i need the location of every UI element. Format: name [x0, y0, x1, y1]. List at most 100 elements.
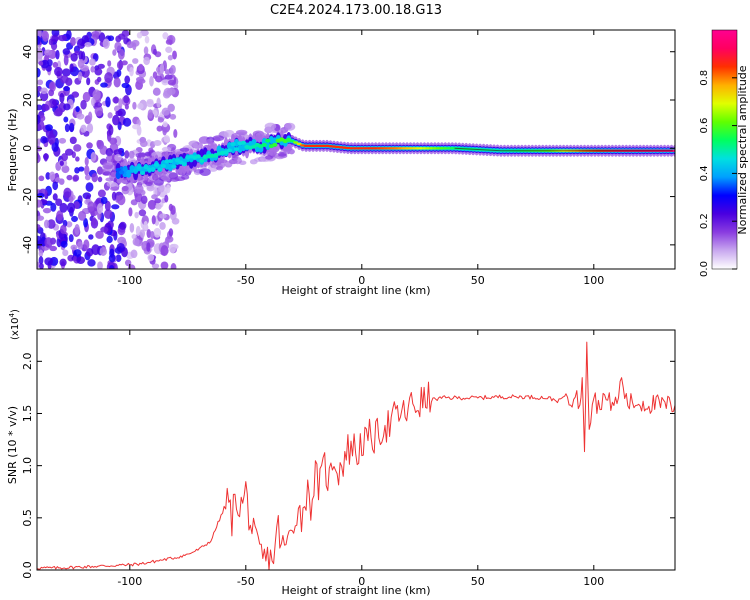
noise-blob — [134, 184, 144, 194]
noise-blob — [43, 49, 53, 56]
y-tick-label: 1.0 — [21, 457, 34, 475]
noise-blob — [104, 200, 111, 212]
noise-blob — [54, 66, 63, 77]
noise-blob — [96, 139, 102, 147]
noise-blob — [70, 36, 77, 46]
noise-blob — [95, 199, 101, 205]
x-tick-label: 100 — [583, 575, 604, 588]
noise-blob — [85, 182, 94, 192]
noise-blob — [140, 195, 148, 205]
noise-blob — [91, 217, 97, 226]
noise-blob — [44, 257, 53, 266]
noise-blob — [84, 165, 90, 176]
noise-blob — [143, 46, 149, 55]
noise-blob — [144, 35, 150, 44]
noise-blob — [38, 60, 44, 66]
noise-blob — [105, 148, 114, 157]
noise-blob — [52, 61, 59, 68]
noise-blob — [123, 95, 130, 104]
noise-blob — [73, 201, 80, 209]
ridge-cell — [181, 162, 187, 167]
ridge-cell — [296, 142, 302, 146]
spectrogram-panel: -100 -50 0 50 100 -40 -20 0 20 40 Height of stra… — [6, 29, 676, 297]
noise-blob — [143, 56, 151, 66]
halo-blob — [127, 157, 136, 163]
spectrogram-ridge — [115, 130, 675, 185]
ridge-cell — [119, 170, 125, 175]
noise-blob — [137, 102, 144, 110]
noise-blob — [164, 69, 171, 75]
noise-blob — [153, 227, 162, 238]
noise-blob — [106, 235, 113, 244]
halo-blob — [199, 168, 211, 177]
noise-blob — [68, 234, 74, 243]
noise-blob — [96, 166, 104, 175]
noise-blob — [116, 60, 124, 70]
y-tick-label: 0.0 — [21, 561, 34, 579]
noise-blob — [91, 244, 101, 256]
noise-blob — [52, 193, 58, 201]
noise-blob — [69, 63, 74, 73]
noise-blob — [37, 141, 41, 148]
noise-blob — [109, 265, 115, 269]
noise-blob — [170, 64, 176, 75]
noise-blob — [62, 48, 70, 56]
noise-blob — [49, 171, 56, 181]
noise-blob — [115, 110, 123, 117]
noise-blob — [41, 103, 50, 112]
noise-blob — [152, 87, 161, 96]
noise-blob — [90, 31, 100, 38]
noise-blob — [111, 204, 120, 210]
noise-blob — [115, 254, 122, 263]
noise-blob — [82, 91, 91, 103]
noise-blob — [131, 233, 137, 240]
noise-blob — [107, 35, 115, 42]
noise-blob — [47, 133, 56, 145]
noise-blob — [77, 71, 83, 81]
noise-blob — [73, 144, 82, 152]
noise-blob — [90, 97, 96, 107]
noise-blob — [68, 196, 74, 203]
noise-blob — [132, 42, 137, 51]
noise-blob — [48, 82, 55, 90]
noise-blob — [59, 224, 67, 235]
noise-blob — [59, 92, 65, 104]
noise-blob — [167, 79, 176, 86]
halo-blob — [233, 156, 242, 165]
ridge-cell — [174, 158, 180, 163]
noise-blob — [124, 103, 129, 110]
noise-blob — [37, 199, 43, 208]
noise-blob — [112, 114, 120, 126]
noise-blob — [59, 258, 67, 267]
noise-blob — [60, 240, 68, 248]
snr-y-ticks: 0.0 0.5 1.0 1.5 2.0 — [21, 353, 675, 579]
colorbar-gradient — [711, 29, 738, 270]
noise-blob — [111, 191, 117, 201]
noise-blob — [168, 203, 174, 212]
noise-blob — [163, 135, 170, 143]
halo-blob — [205, 138, 213, 145]
noise-blob — [94, 102, 103, 108]
noise-blob — [62, 249, 69, 257]
noise-blob — [68, 122, 75, 133]
noise-blob — [87, 201, 95, 212]
noise-blob — [37, 114, 41, 125]
noise-blob — [149, 231, 155, 239]
noise-blob — [96, 203, 104, 214]
ridge-cell — [265, 138, 271, 143]
y-tick-label: 0 — [21, 145, 34, 152]
noise-blob — [61, 153, 68, 162]
noise-blob — [37, 104, 43, 111]
ridge-cell — [136, 165, 142, 170]
noise-blob — [45, 172, 51, 180]
noise-blob — [86, 123, 94, 134]
noise-blob — [88, 234, 94, 240]
snr-plot-area — [37, 330, 675, 570]
noise-blob — [117, 48, 125, 60]
noise-blob — [160, 245, 169, 257]
ridge-cell — [230, 142, 236, 147]
halo-blob — [264, 122, 277, 130]
noise-blob — [62, 68, 71, 77]
noise-blob — [154, 198, 161, 204]
y-tick-label: 40 — [21, 45, 34, 59]
